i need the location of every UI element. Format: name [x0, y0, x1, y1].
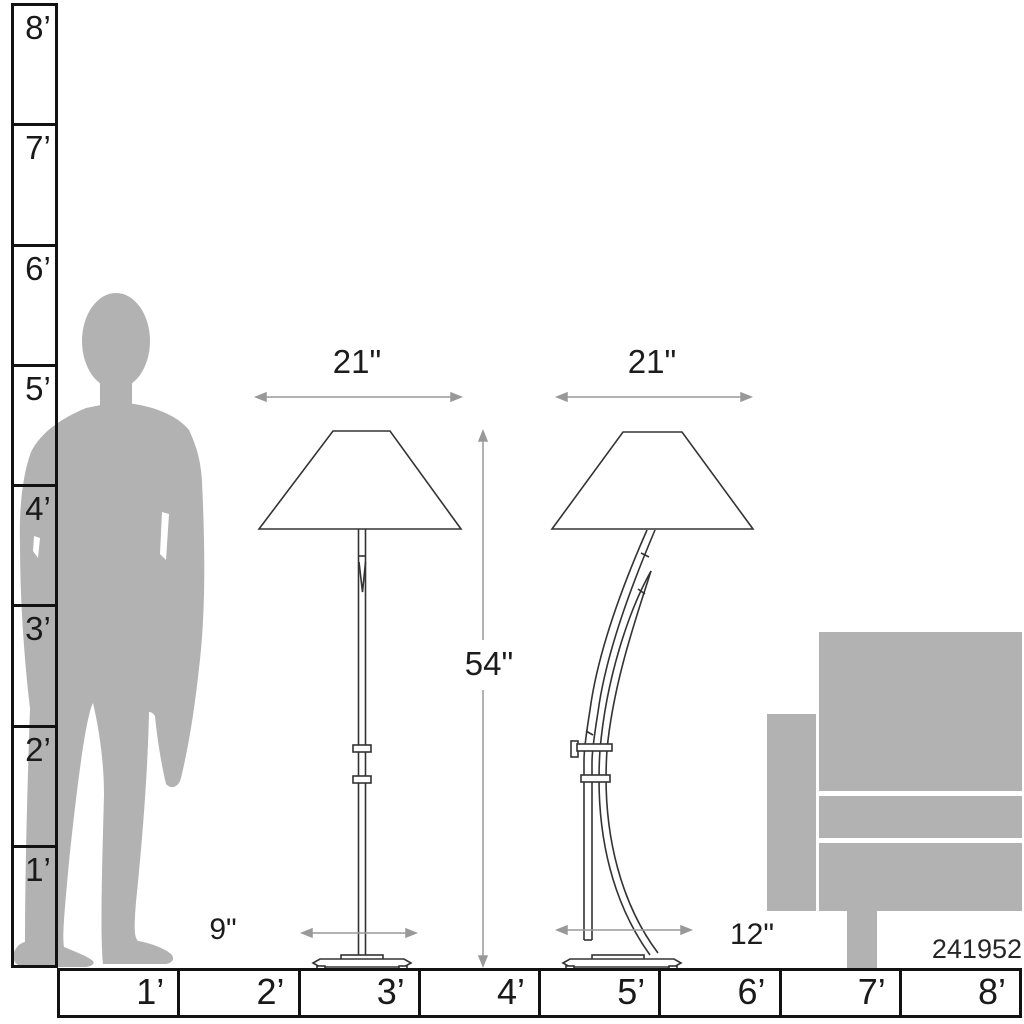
sofa-silhouette — [767, 632, 1022, 968]
horizontal-ruler-label: 6’ — [737, 970, 766, 1012]
vertical-ruler-cell: 7’ — [14, 126, 55, 247]
vertical-ruler-label: 6’ — [25, 249, 51, 287]
horizontal-ruler-label: 4’ — [496, 970, 525, 1012]
horizontal-ruler-cell: 7’ — [782, 971, 902, 1015]
sofa-back — [819, 632, 1022, 791]
dimension-arrow-lamp1-shade-width — [253, 391, 464, 403]
vertical-ruler-label: 8’ — [25, 9, 51, 46]
vertical-ruler-label: 1’ — [25, 850, 51, 888]
vertical-ruler-cell: 8’ — [14, 6, 55, 127]
lamp1-shade-width-label: 21" — [332, 343, 382, 380]
person-silhouette — [13, 293, 205, 967]
vertical-ruler: 8’ 7’ 6’ 5’ 4’ 3’ 2’ 1’ — [11, 3, 58, 968]
lamp2-base-width-label: 12" — [729, 918, 775, 951]
lamp1-shade — [257, 430, 463, 530]
horizontal-ruler-cell: 8’ — [902, 971, 1019, 1015]
horizontal-ruler-label: 5’ — [617, 970, 646, 1012]
vertical-ruler-label: 7’ — [25, 129, 51, 167]
sofa-leg — [847, 911, 877, 968]
vertical-ruler-cell: 4’ — [14, 487, 55, 608]
horizontal-ruler-cell: 4’ — [421, 971, 541, 1015]
lamp2-base — [561, 958, 683, 968]
horizontal-ruler-cell: 3’ — [301, 971, 421, 1015]
sofa-seat — [819, 796, 1022, 838]
horizontal-ruler-label: 3’ — [376, 970, 405, 1012]
horizontal-ruler-cell: 6’ — [661, 970, 782, 1015]
dimension-arrow-lamp2-shade-width — [554, 391, 754, 403]
horizontal-ruler-label: 2’ — [256, 970, 285, 1012]
horizontal-ruler-label: 8’ — [977, 970, 1006, 1012]
lamp-height-label: 54" — [464, 645, 514, 682]
lamp1-base — [311, 958, 413, 968]
vertical-ruler-label: 2’ — [25, 730, 51, 768]
dimension-arrow-lamp-height — [477, 428, 489, 969]
sofa-armrest — [767, 714, 816, 911]
vertical-ruler-cell: 1’ — [14, 848, 55, 965]
floor-lamp-straight-drawing — [257, 430, 463, 971]
vertical-ruler-label: 4’ — [25, 490, 51, 527]
horizontal-ruler-cell: 1’ — [60, 970, 181, 1015]
floor-lamp-curved-drawing — [550, 431, 755, 971]
lamp2-shade — [550, 431, 755, 530]
vertical-ruler-label: 5’ — [25, 369, 51, 407]
horizontal-ruler-label: 7’ — [857, 970, 886, 1012]
vertical-ruler-cell: 2’ — [14, 728, 55, 848]
product-number: 241952 — [931, 934, 1022, 964]
sofa-base — [819, 843, 1022, 911]
lamp2-shade-width-label: 21" — [627, 343, 677, 380]
vertical-ruler-cell: 3’ — [14, 607, 55, 728]
horizontal-ruler-cell: 2’ — [180, 970, 301, 1015]
vertical-ruler-label: 3’ — [25, 610, 51, 648]
horizontal-ruler: 1’ 2’ 3’ 4’ 5’ 6’ 7’ 8’ — [57, 968, 1022, 1018]
dimension-arrow-lamp2-base-width — [554, 924, 694, 936]
vertical-ruler-cell: 5’ — [14, 367, 55, 487]
dimension-arrow-lamp1-base-width — [299, 927, 419, 939]
horizontal-ruler-label: 1’ — [136, 970, 165, 1012]
horizontal-ruler-cell: 5’ — [541, 970, 662, 1015]
lamp1-base-width-label: 9" — [209, 913, 237, 946]
vertical-ruler-cell: 6’ — [14, 247, 55, 367]
